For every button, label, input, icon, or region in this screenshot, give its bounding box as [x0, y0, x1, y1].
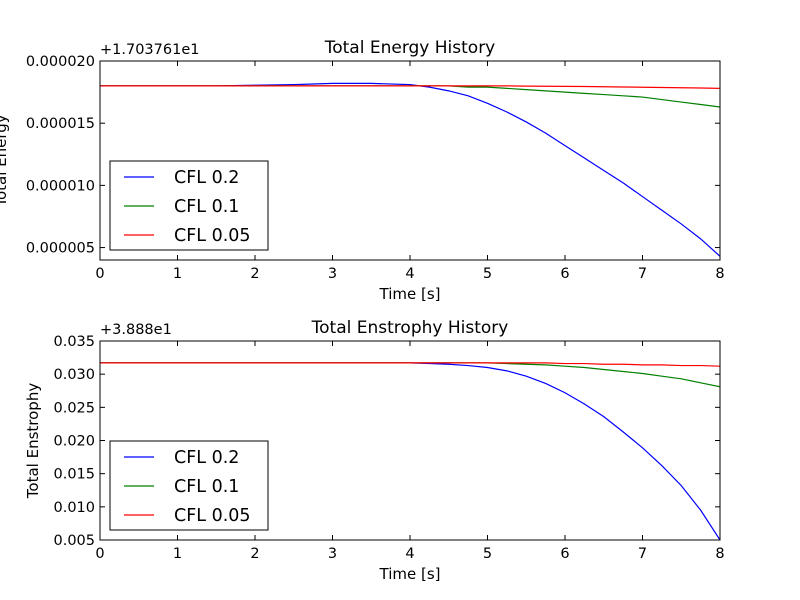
series-line-cfl-0-2: [100, 82, 720, 257]
y-tick-label: 0.000005: [26, 241, 95, 257]
y-axis-label: Total Energy: [0, 114, 10, 207]
y-tick-label: 0.000010: [26, 178, 95, 194]
y-tick-label: 0.015: [53, 467, 95, 483]
x-axis-label: Time [s]: [379, 285, 441, 303]
series-line-cfl-0-1: [100, 362, 720, 388]
x-tick-label: 7: [638, 266, 647, 282]
x-tick-label: 8: [715, 266, 724, 282]
x-tick-label: 1: [173, 266, 182, 282]
y-tick-label: 0.005: [53, 533, 95, 549]
y-tick-label: 0.000020: [26, 54, 95, 70]
series-line-cfl-0-05: [100, 85, 720, 89]
y-tick-label: 0.030: [53, 367, 95, 383]
series-line-cfl-0-1: [100, 85, 720, 108]
x-tick-label: 4: [405, 266, 414, 282]
x-tick-label: 3: [328, 546, 337, 562]
x-tick-label: 8: [715, 546, 724, 562]
x-tick-label: 6: [560, 546, 569, 562]
legend-label: CFL 0.2: [174, 168, 239, 188]
y-tick-label: 0.000015: [26, 116, 95, 132]
chart-panel-1: 0 1 2 3 4 5 6 7 8 0.000005 0.000010 0.000015 0.00002…: [0, 38, 725, 303]
x-tick-label: 5: [483, 546, 492, 562]
x-tick-label: 0: [95, 266, 104, 282]
x-axis-label: Time [s]: [379, 565, 441, 583]
y-offset-label: +1.703761e1: [100, 42, 199, 58]
x-tick-label: 6: [560, 266, 569, 282]
y-tick-label: 0.020: [53, 434, 95, 450]
legend-label: CFL 0.2: [174, 448, 239, 468]
chart-panel-2: 0 1 2 3 4 5 6 7 8 0.005 0.010 0.015 0.020 0.025 0.030 0…: [24, 318, 725, 583]
x-tick-label: 4: [405, 546, 414, 562]
y-tick-label: 0.025: [53, 400, 95, 416]
x-tick-label: 5: [483, 266, 492, 282]
legend: CFL 0.2 CFL 0.1 CFL 0.05: [109, 440, 269, 531]
legend: CFL 0.2 CFL 0.1 CFL 0.05: [109, 160, 269, 251]
legend-label: CFL 0.1: [174, 197, 239, 217]
chart-title: Total Enstrophy History: [311, 318, 509, 338]
legend-label: CFL 0.05: [174, 506, 251, 526]
y-tick-label: 0.010: [53, 500, 95, 516]
x-tick-label: 2: [250, 266, 259, 282]
y-axis-label: Total Enstrophy: [24, 383, 42, 500]
chart-title: Total Energy History: [324, 38, 496, 58]
x-tick-label: 1: [173, 546, 182, 562]
y-tick-label: 0.035: [53, 334, 95, 350]
y-offset-label: +3.888e1: [100, 322, 172, 338]
legend-label: CFL 0.1: [174, 477, 239, 497]
x-tick-label: 3: [328, 266, 337, 282]
x-tick-label: 2: [250, 546, 259, 562]
legend-label: CFL 0.05: [174, 226, 251, 246]
series-line-cfl-0-05: [100, 362, 720, 367]
x-tick-label: 0: [95, 546, 104, 562]
x-tick-label: 7: [638, 546, 647, 562]
